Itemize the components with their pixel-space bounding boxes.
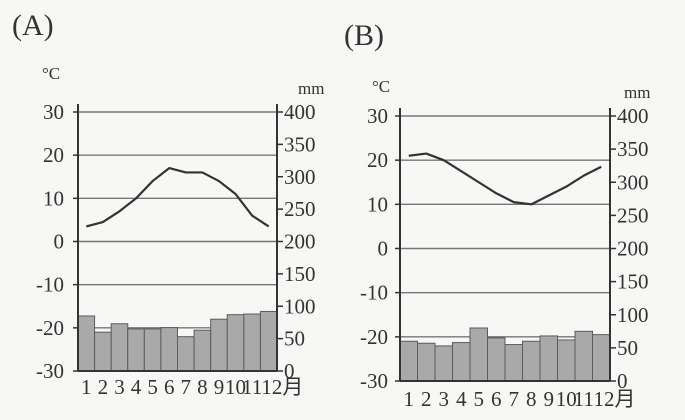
precipitation-bar — [487, 337, 506, 382]
month-label: 9 — [214, 375, 225, 399]
temperature-tick-label: 10 — [367, 192, 388, 216]
precipitation-tick-label: 150 — [284, 262, 316, 286]
month-label: 2 — [98, 375, 109, 399]
precipitation-tick-label: 50 — [617, 336, 638, 360]
precipitation-bar — [77, 315, 96, 372]
month-label: 3 — [439, 387, 450, 411]
panel-label: (B) — [344, 19, 384, 52]
month-label: 8 — [197, 375, 208, 399]
precipitation-bar — [522, 340, 541, 382]
precipitation-bar — [127, 328, 145, 372]
precipitation-bar — [110, 323, 129, 372]
climate-chart-panel-b: (B)°C mm3020100-10-20-3040035030025020015… — [344, 19, 650, 411]
precipitation-bar — [160, 327, 179, 372]
temperature-tick-label: -10 — [360, 281, 388, 305]
month-label: 12月 — [594, 387, 636, 411]
temperature-unit-label: °C — [372, 77, 390, 96]
month-label: 5 — [474, 387, 485, 411]
temperature-tick-label: 30 — [367, 104, 388, 128]
precipitation-bar — [417, 342, 436, 382]
precipitation-bar — [177, 336, 195, 372]
month-label: 11 — [242, 375, 262, 399]
precipitation-tick-label: 0 — [284, 359, 295, 383]
month-label: 1 — [81, 375, 92, 399]
precipitation-tick-label: 200 — [617, 237, 649, 261]
precipitation-bar — [193, 329, 212, 372]
precipitation-tick-label: 150 — [617, 270, 649, 294]
precipitation-bar — [94, 331, 112, 372]
panel-label: (A) — [12, 9, 54, 42]
month-label: 7 — [509, 387, 520, 411]
month-label: 4 — [456, 387, 467, 411]
precipitation-tick-label: 250 — [284, 197, 316, 221]
month-label: 11 — [574, 387, 594, 411]
temperature-tick-label: -20 — [36, 316, 64, 340]
precipitation-bar — [399, 340, 418, 382]
month-label: 7 — [181, 375, 192, 399]
precipitation-tick-label: 100 — [284, 294, 316, 318]
precipitation-bar — [210, 318, 228, 372]
month-label: 10 — [225, 375, 246, 399]
precipitation-tick-label: 300 — [617, 170, 649, 194]
temperature-tick-label: -10 — [36, 273, 64, 297]
precipitation-bar — [434, 345, 453, 382]
precipitation-tick-label: 400 — [284, 100, 316, 124]
month-label: 4 — [131, 375, 142, 399]
temperature-tick-label: 20 — [43, 143, 64, 167]
month-label: 3 — [114, 375, 125, 399]
temperature-tick-label: 30 — [43, 100, 64, 124]
precipitation-bar — [243, 313, 261, 372]
temperature-line — [86, 167, 270, 228]
month-label: 10 — [556, 387, 577, 411]
precipitation-bar — [574, 330, 593, 382]
month-label: 2 — [421, 387, 432, 411]
month-label: 6 — [491, 387, 502, 411]
precipitation-tick-label: 250 — [617, 203, 649, 227]
precipitation-bar — [469, 327, 488, 382]
month-label: 1 — [404, 387, 415, 411]
precipitation-tick-label: 400 — [617, 104, 649, 128]
precipitation-tick-label: 350 — [617, 137, 649, 161]
precipitation-bar — [504, 344, 523, 382]
precipitation-tick-label: 0 — [617, 369, 628, 393]
month-label: 12月 — [261, 375, 303, 399]
precipitation-tick-label: 350 — [284, 132, 316, 156]
temperature-line — [408, 152, 602, 206]
month-label: 6 — [164, 375, 175, 399]
month-label: 9 — [544, 387, 555, 411]
precipitation-bar — [226, 314, 245, 372]
precipitation-unit-label: mm — [298, 79, 324, 98]
temperature-tick-label: -30 — [36, 359, 64, 383]
precipitation-bar — [592, 334, 611, 382]
precipitation-unit-label: mm — [624, 83, 650, 102]
precipitation-bar — [143, 328, 162, 372]
precipitation-tick-label: 50 — [284, 327, 305, 351]
temperature-tick-label: 10 — [43, 186, 64, 210]
precipitation-tick-label: 200 — [284, 230, 316, 254]
temperature-tick-label: -30 — [360, 369, 388, 393]
temperature-tick-label: 0 — [378, 237, 389, 261]
precipitation-tick-label: 100 — [617, 303, 649, 327]
precipitation-tick-label: 300 — [284, 165, 316, 189]
temperature-tick-label: 20 — [367, 148, 388, 172]
climate-chart-panel-a: (A)°Cmm3020100-10-20-3040035030025020015… — [12, 9, 324, 399]
month-label: 8 — [526, 387, 537, 411]
temperature-unit-label: °C — [42, 64, 60, 83]
temperature-tick-label: 0 — [54, 230, 65, 254]
temperature-tick-label: -20 — [360, 325, 388, 349]
precipitation-bar — [452, 342, 471, 382]
precipitation-bar — [259, 310, 278, 372]
precipitation-bar — [557, 339, 576, 382]
precipitation-bar — [539, 335, 558, 382]
month-label: 5 — [147, 375, 158, 399]
